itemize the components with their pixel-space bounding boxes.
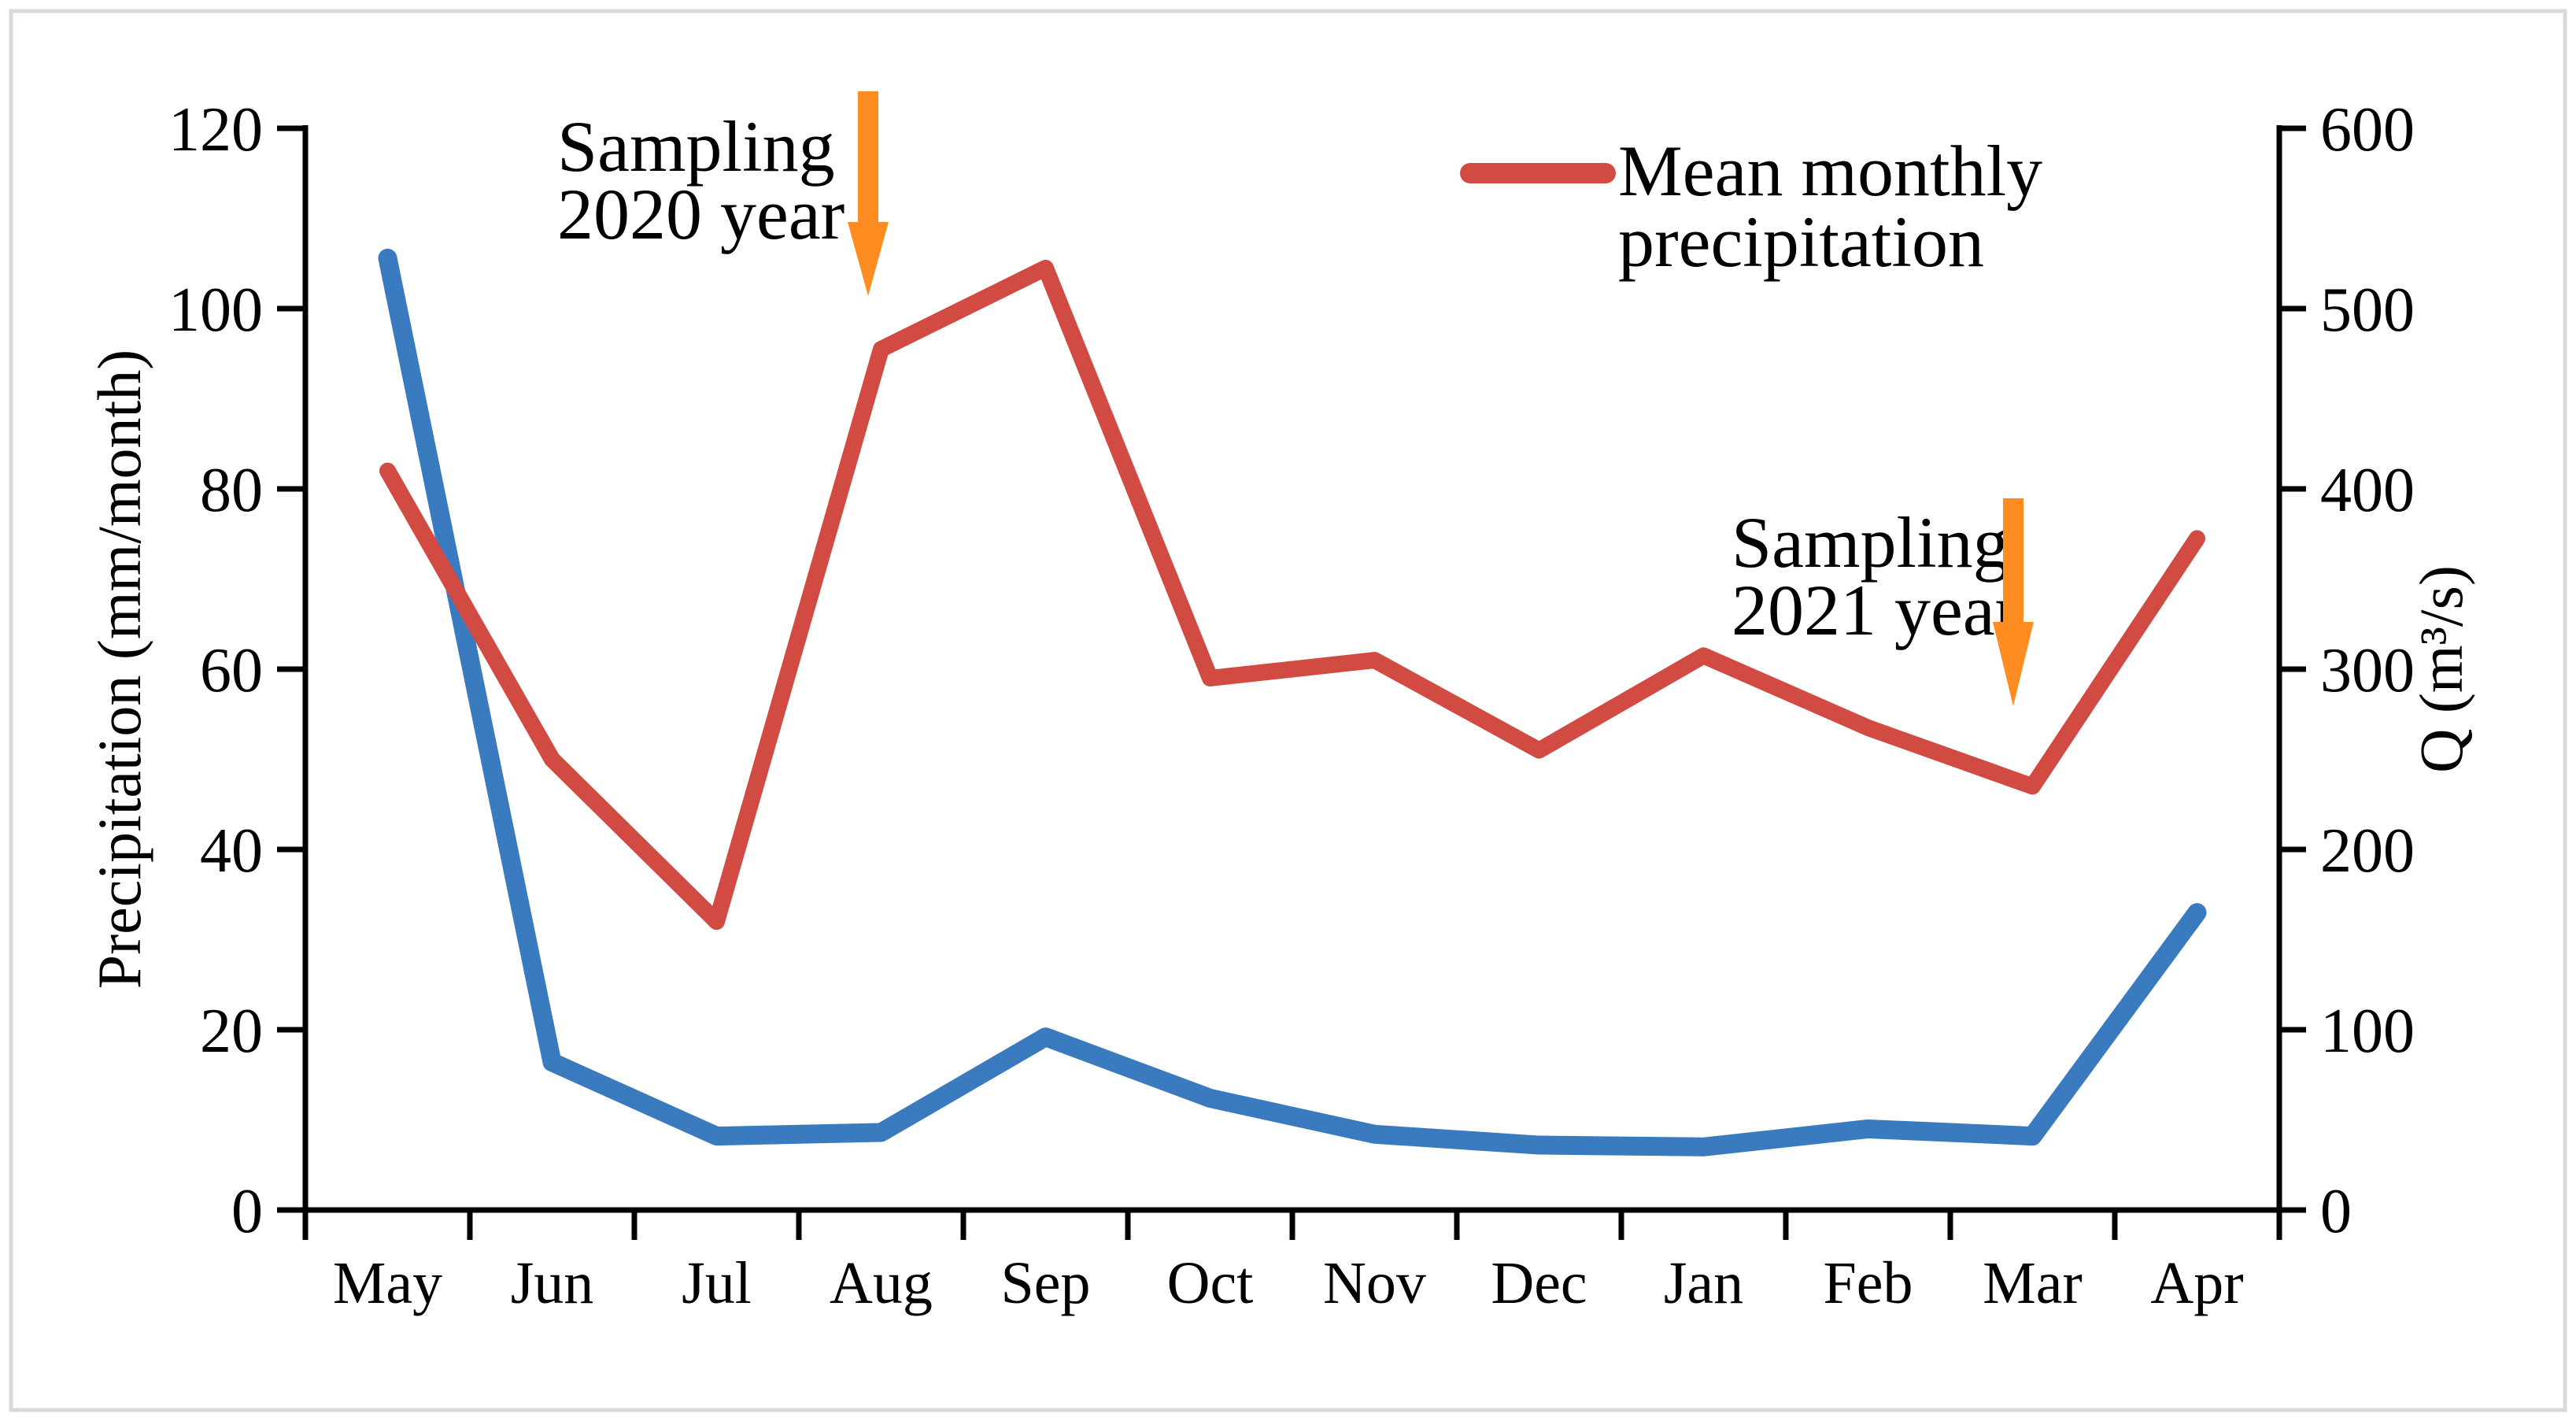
annotation-sampling-2021: Sampling 2021 year bbox=[1732, 498, 2034, 706]
discharge-line bbox=[378, 248, 2207, 1156]
annotation-2021-line2: 2021 year bbox=[1732, 570, 2019, 650]
x-axis-month-label: Dec bbox=[1491, 1250, 1587, 1316]
left-axis-tick-label: 40 bbox=[200, 816, 263, 886]
left-axis-tick-label: 60 bbox=[200, 636, 263, 705]
left-axis-tick-label: 80 bbox=[200, 456, 263, 525]
down-arrow-icon bbox=[1993, 498, 2034, 706]
legend: Mean monthly precipitation bbox=[1460, 131, 2042, 282]
x-axis-month-label: Mar bbox=[1983, 1250, 2083, 1316]
annotation-sampling-2020: Sampling 2020 year bbox=[557, 91, 889, 296]
figure-border bbox=[9, 9, 2567, 1412]
right-axis-tick-label: 600 bbox=[2320, 95, 2415, 165]
left-axis-tick-label: 120 bbox=[168, 95, 263, 165]
left-axis-ticks: 0 20 40 60 80 100 120 bbox=[168, 95, 305, 1246]
precipitation-line bbox=[379, 259, 2205, 931]
x-axis-month-label: Nov bbox=[1323, 1250, 1426, 1316]
annotation-2020-line2: 2020 year bbox=[557, 174, 844, 254]
right-axis-tick-label: 200 bbox=[2320, 816, 2415, 886]
right-axis-tick-label: 300 bbox=[2320, 636, 2415, 705]
down-arrow-icon bbox=[848, 91, 889, 296]
annotation-2020-line1: Sampling bbox=[557, 106, 835, 187]
legend-label-line1: Mean monthly bbox=[1618, 131, 2042, 211]
x-axis-month-label: Apr bbox=[2150, 1250, 2243, 1316]
x-axis-month-label: May bbox=[333, 1250, 442, 1316]
x-axis-month-label: Jan bbox=[1664, 1250, 1743, 1316]
x-axis-month-labels: May Jun Jul Aug Sep Oct Nov Dec Jan Feb Mar Apr bbox=[333, 1250, 2244, 1316]
legend-label-line2: precipitation bbox=[1618, 202, 1984, 282]
x-axis-month-label: Sep bbox=[1001, 1250, 1091, 1316]
right-axis-tick-label: 100 bbox=[2320, 997, 2415, 1066]
right-axis-tick-label: 400 bbox=[2320, 456, 2415, 525]
x-axis-month-label: Oct bbox=[1167, 1250, 1254, 1316]
right-axis-ticks: 0 100 200 300 400 500 600 bbox=[2279, 95, 2415, 1246]
x-axis-month-label: Jun bbox=[511, 1250, 594, 1316]
right-axis-title: Q (m³/s) bbox=[2407, 565, 2475, 773]
x-axis-month-label: Jul bbox=[682, 1250, 752, 1316]
x-axis-month-label: Aug bbox=[830, 1250, 933, 1316]
series-group bbox=[378, 248, 2207, 1156]
left-axis-tick-label: 100 bbox=[168, 276, 263, 345]
annotation-2021-line1: Sampling bbox=[1732, 502, 2009, 583]
left-axis-tick-label: 0 bbox=[231, 1177, 263, 1246]
right-axis-tick-label: 500 bbox=[2320, 276, 2415, 345]
left-axis-tick-label: 20 bbox=[200, 997, 263, 1066]
x-axis-ticks bbox=[302, 1210, 2282, 1240]
right-axis-tick-label: 0 bbox=[2320, 1177, 2352, 1246]
left-axis-title: Precipitation (mm/month) bbox=[85, 350, 153, 989]
x-axis-month-label: Feb bbox=[1824, 1250, 1913, 1316]
